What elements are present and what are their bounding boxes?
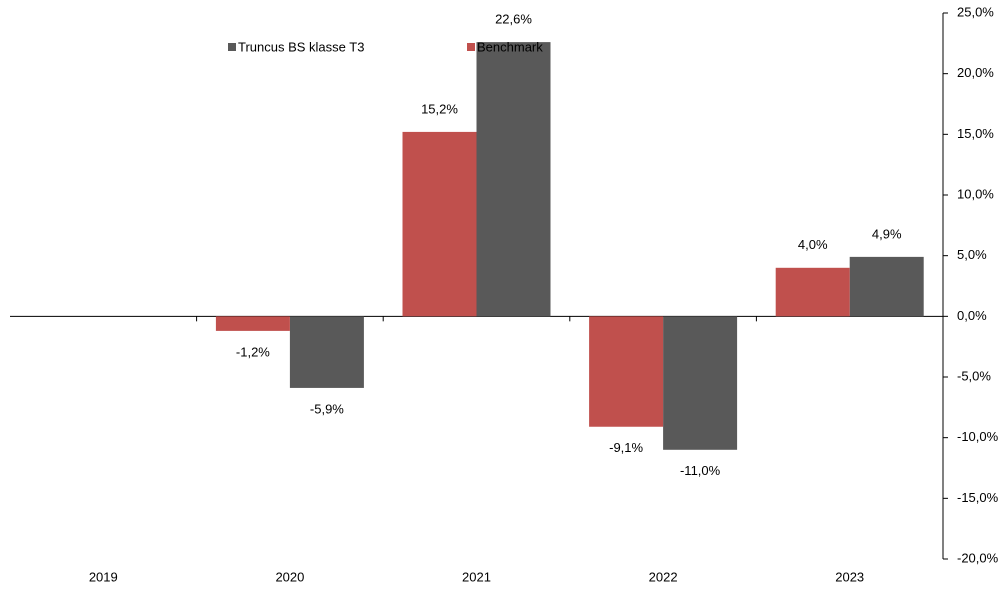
- y-tick-label: 0,0%: [957, 308, 987, 323]
- data-label: -9,1%: [609, 440, 643, 455]
- y-tick-label: -15,0%: [957, 490, 999, 505]
- data-label: -1,2%: [236, 344, 270, 359]
- legend-label: Truncus BS klasse T3: [238, 39, 364, 54]
- x-tick-label: 2020: [275, 569, 304, 584]
- bar: [849, 256, 924, 317]
- x-tick-label: 2019: [89, 569, 118, 584]
- data-label: 4,0%: [798, 237, 828, 252]
- x-tick-label: 2023: [835, 569, 864, 584]
- y-tick-label: 5,0%: [957, 247, 987, 262]
- data-label: -11,0%: [680, 463, 721, 478]
- y-tick-label: -10,0%: [957, 429, 999, 444]
- bar: [775, 267, 850, 317]
- bar: [215, 316, 290, 331]
- y-tick-label: 15,0%: [957, 126, 994, 141]
- data-label: 22,6%: [495, 12, 532, 27]
- legend-swatch: [467, 43, 475, 51]
- legend-swatch: [228, 43, 236, 51]
- x-tick-label: 2022: [649, 569, 678, 584]
- y-tick-label: 10,0%: [957, 186, 994, 201]
- bar: [402, 131, 477, 317]
- y-tick-label: 20,0%: [957, 65, 994, 80]
- bar: [476, 42, 551, 317]
- y-tick-label: -5,0%: [957, 368, 991, 383]
- bar: [663, 316, 738, 450]
- y-tick-label: 25,0%: [957, 4, 994, 19]
- x-tick-label: 2021: [462, 569, 491, 584]
- y-tick-label: -20,0%: [957, 550, 999, 565]
- data-label: 4,9%: [872, 226, 902, 241]
- data-label: -5,9%: [310, 401, 344, 416]
- bar: [589, 316, 664, 427]
- data-label: 15,2%: [421, 101, 458, 116]
- legend-label: Benchmark: [477, 39, 543, 54]
- bar: [289, 316, 364, 388]
